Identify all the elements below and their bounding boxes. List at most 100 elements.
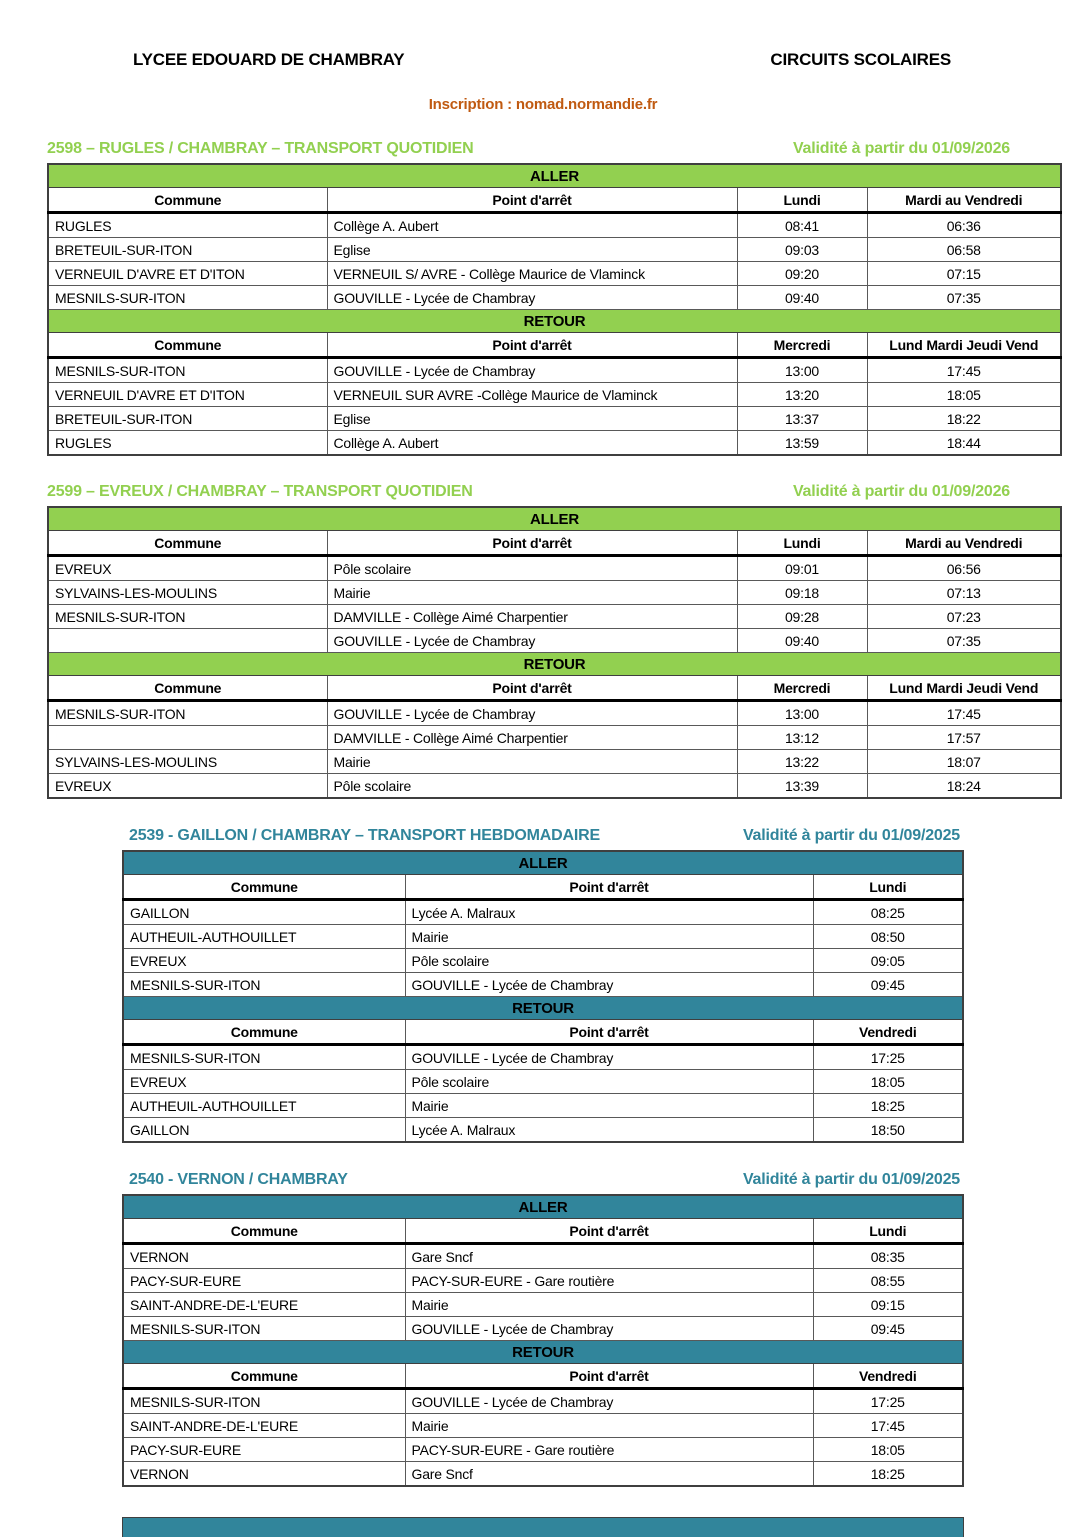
time-cell: 07:35 bbox=[866, 628, 1062, 653]
table-row: PACY-SUR-EURE PACY-SUR-EURE - Gare routiè… bbox=[122, 1268, 964, 1293]
table-row: MESNILS-SUR-ITON GOUVILLE - Lycée de Cham… bbox=[47, 285, 1062, 310]
column-header: Point d'arrêt bbox=[326, 332, 738, 359]
table-row: GAILLON Lycée A. Malraux 08:25 bbox=[122, 899, 964, 925]
table-row: RUGLES Collège A. Aubert 08:41 06:36 bbox=[47, 212, 1062, 238]
column-header-row: Commune Point d'arrêt Mercredi Lund Mardi J… bbox=[47, 332, 1062, 359]
direction-band-row: RETOUR bbox=[122, 1340, 964, 1364]
column-header: Lund Mardi Jeudi Vend bbox=[866, 332, 1062, 359]
table-row: MESNILS-SUR-ITON GOUVILLE - Lycée de Cham… bbox=[122, 1388, 964, 1414]
time-cell: 08:35 bbox=[812, 1243, 964, 1269]
stop-cell: PACY-SUR-EURE - Gare routière bbox=[404, 1437, 814, 1462]
table-row: VERNON Gare Sncf 18:25 bbox=[122, 1461, 964, 1487]
column-header: Point d'arrêt bbox=[404, 874, 814, 901]
commune-cell: SYLVAINS-LES-MOULINS bbox=[47, 749, 328, 774]
stop-cell: GOUVILLE - Lycée de Chambray bbox=[326, 700, 738, 726]
table-row: VERNEUIL D'AVRE ET D'ITON VERNEUIL SUR AV… bbox=[47, 382, 1062, 407]
table-row: SAINT-ANDRE-DE-L'EURE Mairie 09:15 bbox=[122, 1292, 964, 1317]
time-cell: 13:59 bbox=[736, 430, 868, 456]
stop-cell: PACY-SUR-EURE - Gare routière bbox=[404, 1268, 814, 1293]
stop-cell: GOUVILLE - Lycée de Chambray bbox=[326, 285, 738, 310]
time-cell: 06:58 bbox=[866, 237, 1062, 262]
column-header: Commune bbox=[122, 874, 406, 901]
commune-cell: SAINT-ANDRE-DE-L'EURE bbox=[122, 1413, 406, 1438]
time-cell: 17:45 bbox=[812, 1413, 964, 1438]
direction-band: RETOUR bbox=[122, 996, 964, 1020]
section-title-row: 2539 - GAILLON / CHAMBRAY – TRANSPORT HE… bbox=[129, 826, 960, 846]
column-header: Lundi bbox=[736, 530, 868, 557]
table-row: BRETEUIL-SUR-ITON Eglise 13:37 18:22 bbox=[47, 406, 1062, 431]
time-cell: 09:18 bbox=[736, 580, 868, 605]
column-header: Point d'arrêt bbox=[326, 187, 738, 214]
direction-band: RETOUR bbox=[47, 652, 1062, 676]
column-header: Lundi bbox=[736, 187, 868, 214]
time-cell: 07:13 bbox=[866, 580, 1062, 605]
schedule-table: ALLER Commune Point d'arrêt Lundi GAILLON Lyc… bbox=[122, 850, 964, 1143]
table-row: BRETEUIL-SUR-ITON Eglise 09:03 06:58 bbox=[47, 237, 1062, 262]
schedule-table: ALLER Commune Point d'arrêt Lundi VERNON Gare… bbox=[122, 1194, 964, 1487]
stop-cell: DAMVILLE - Collège Aimé Charpentier bbox=[326, 604, 738, 629]
school-name: LYCEE EDOUARD DE CHAMBRAY bbox=[133, 50, 405, 69]
stop-cell: Gare Sncf bbox=[404, 1243, 814, 1269]
column-header: Commune bbox=[122, 1019, 406, 1046]
section-title: 2598 – RUGLES / CHAMBRAY – TRANSPORT QUO… bbox=[47, 140, 474, 157]
direction-band: ALLER bbox=[122, 850, 964, 875]
time-cell: 13:00 bbox=[736, 357, 868, 383]
commune-cell: GAILLON bbox=[122, 899, 406, 925]
commune-cell: MESNILS-SUR-ITON bbox=[47, 285, 328, 310]
stop-cell: Collège A. Aubert bbox=[326, 430, 738, 456]
direction-band: ALLER bbox=[122, 1194, 964, 1219]
time-cell: 18:24 bbox=[866, 773, 1062, 799]
table-row: GOUVILLE - Lycée de Chambray 09:40 07:35 bbox=[47, 628, 1062, 653]
table-row: MESNILS-SUR-ITON DAMVILLE - Collège Aimé … bbox=[47, 604, 1062, 629]
commune-cell: RUGLES bbox=[47, 430, 328, 456]
schedule-table: ALLER Commune Point d'arrêt Lundi Mardi au V… bbox=[47, 506, 1062, 799]
commune-cell: GAILLON bbox=[122, 1117, 406, 1143]
table-row: MESNILS-SUR-ITON GOUVILLE - Lycée de Cham… bbox=[47, 700, 1062, 726]
time-cell: 09:01 bbox=[736, 555, 868, 581]
time-cell: 07:23 bbox=[866, 604, 1062, 629]
time-cell: 18:05 bbox=[866, 382, 1062, 407]
table-row: MESNILS-SUR-ITON GOUVILLE - Lycée de Cham… bbox=[122, 1316, 964, 1341]
stop-cell: Pôle scolaire bbox=[326, 555, 738, 581]
table-row: SAINT-ANDRE-DE-L'EURE Mairie 17:45 bbox=[122, 1413, 964, 1438]
column-header: Mardi au Vendredi bbox=[866, 187, 1062, 214]
stop-cell: GOUVILLE - Lycée de Chambray bbox=[404, 972, 814, 997]
column-header-row: Commune Point d'arrêt Lundi Mardi au Vendre… bbox=[47, 530, 1062, 557]
commune-cell: EVREUX bbox=[47, 773, 328, 799]
time-cell: 06:56 bbox=[866, 555, 1062, 581]
column-header: Commune bbox=[47, 675, 328, 702]
section-validity: Validité à partir du 01/09/2026 bbox=[792, 483, 1010, 500]
commune-cell: MESNILS-SUR-ITON bbox=[47, 700, 328, 726]
stop-cell: Mairie bbox=[326, 749, 738, 774]
time-cell: 07:15 bbox=[866, 261, 1062, 286]
time-cell: 09:20 bbox=[736, 261, 868, 286]
sections-container: 2598 – RUGLES / CHAMBRAY – TRANSPORT QUO… bbox=[0, 139, 1086, 1487]
time-cell: 17:45 bbox=[866, 700, 1062, 726]
stop-cell: Mairie bbox=[404, 924, 814, 949]
stop-cell: Gare Sncf bbox=[404, 1461, 814, 1487]
table-row: AUTHEUIL-AUTHOUILLET Mairie 18:25 bbox=[122, 1093, 964, 1118]
stop-cell: Mairie bbox=[404, 1093, 814, 1118]
inscription-line: Inscription : nomad.normandie.fr bbox=[428, 96, 658, 113]
commune-cell: RUGLES bbox=[47, 212, 328, 238]
page-header: LYCEE EDOUARD DE CHAMBRAY CIRCUITS SCOLA… bbox=[0, 0, 1086, 70]
stop-cell: Pôle scolaire bbox=[326, 773, 738, 799]
column-header: Point d'arrêt bbox=[326, 675, 738, 702]
table-row: EVREUX Pôle scolaire 09:05 bbox=[122, 948, 964, 973]
stop-cell: Eglise bbox=[326, 406, 738, 431]
time-cell: 09:15 bbox=[812, 1292, 964, 1317]
stop-cell: Mairie bbox=[404, 1413, 814, 1438]
column-header: Point d'arrêt bbox=[404, 1363, 814, 1390]
commune-cell: MESNILS-SUR-ITON bbox=[122, 1388, 406, 1414]
time-cell: 09:40 bbox=[736, 285, 868, 310]
direction-band-row: ALLER bbox=[122, 1194, 964, 1219]
table-row: SYLVAINS-LES-MOULINS Mairie 09:18 07:13 bbox=[47, 580, 1062, 605]
table-row: DAMVILLE - Collège Aimé Charpentier 13:12… bbox=[47, 725, 1062, 750]
time-cell: 09:40 bbox=[736, 628, 868, 653]
time-cell: 09:05 bbox=[812, 948, 964, 973]
time-cell: 09:28 bbox=[736, 604, 868, 629]
commune-cell: BRETEUIL-SUR-ITON bbox=[47, 237, 328, 262]
table-row: VERNEUIL D'AVRE ET D'ITON VERNEUIL S/ AVR… bbox=[47, 261, 1062, 286]
time-cell: 18:44 bbox=[866, 430, 1062, 456]
stop-cell: GOUVILLE - Lycée de Chambray bbox=[326, 628, 738, 653]
